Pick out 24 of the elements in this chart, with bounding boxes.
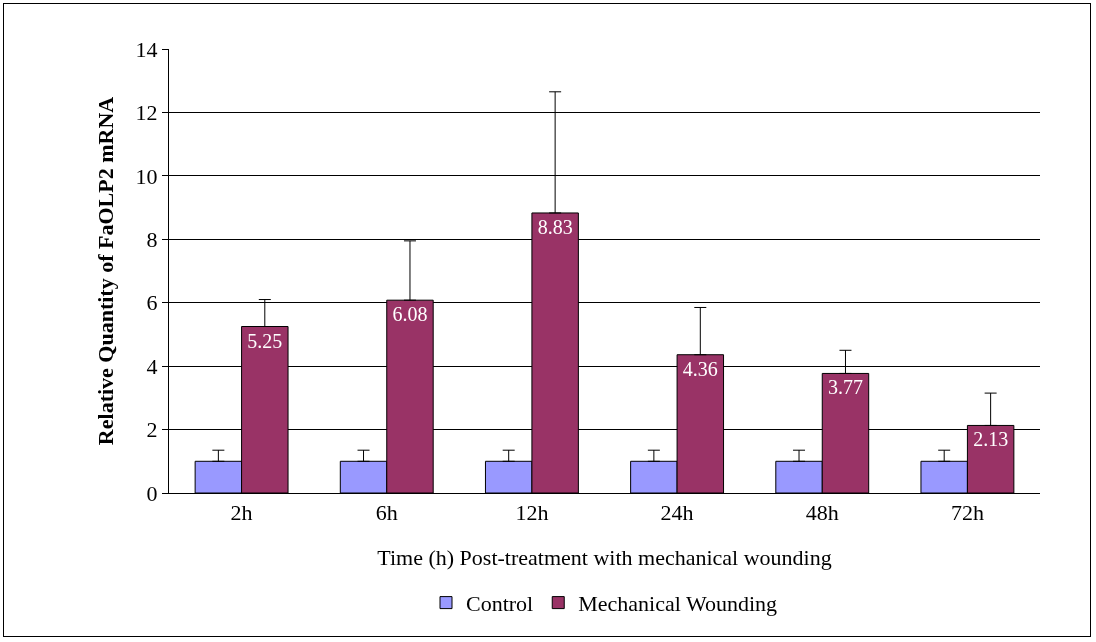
x-tick-label: 2h [230, 500, 253, 526]
y-axis-title: Relative Quantity of FaOLP2 mRNA [93, 96, 119, 446]
data-label: 6.08 [392, 303, 428, 326]
y-tick-label: 14 [135, 36, 158, 62]
data-label: 5.25 [247, 329, 283, 352]
y-tick-label: 4 [146, 353, 158, 379]
x-tick-label: 48h [805, 500, 839, 526]
x-tick-label: 24h [660, 500, 694, 526]
x-axis-title: Time (h) Post-treatment with mechanical wounding [377, 545, 832, 571]
legend-label: Control [466, 591, 534, 617]
y-tick-label: 0 [146, 480, 158, 506]
x-tick-label: 6h [375, 500, 398, 526]
x-tick-label: 12h [515, 500, 549, 526]
y-tick-label: 10 [135, 163, 158, 189]
x-tick-label: 72h [950, 500, 984, 526]
legend-label: Mechanical Wounding [578, 591, 778, 617]
y-tick-label: 8 [146, 226, 158, 252]
y-tick-label: 6 [146, 290, 158, 316]
data-label: 4.36 [682, 357, 718, 380]
y-tick-label: 12 [135, 100, 158, 126]
data-label: 8.83 [537, 215, 573, 238]
y-tick-label: 2 [146, 417, 158, 443]
data-label: 2.13 [973, 428, 1009, 451]
data-label: 3.77 [827, 376, 863, 399]
